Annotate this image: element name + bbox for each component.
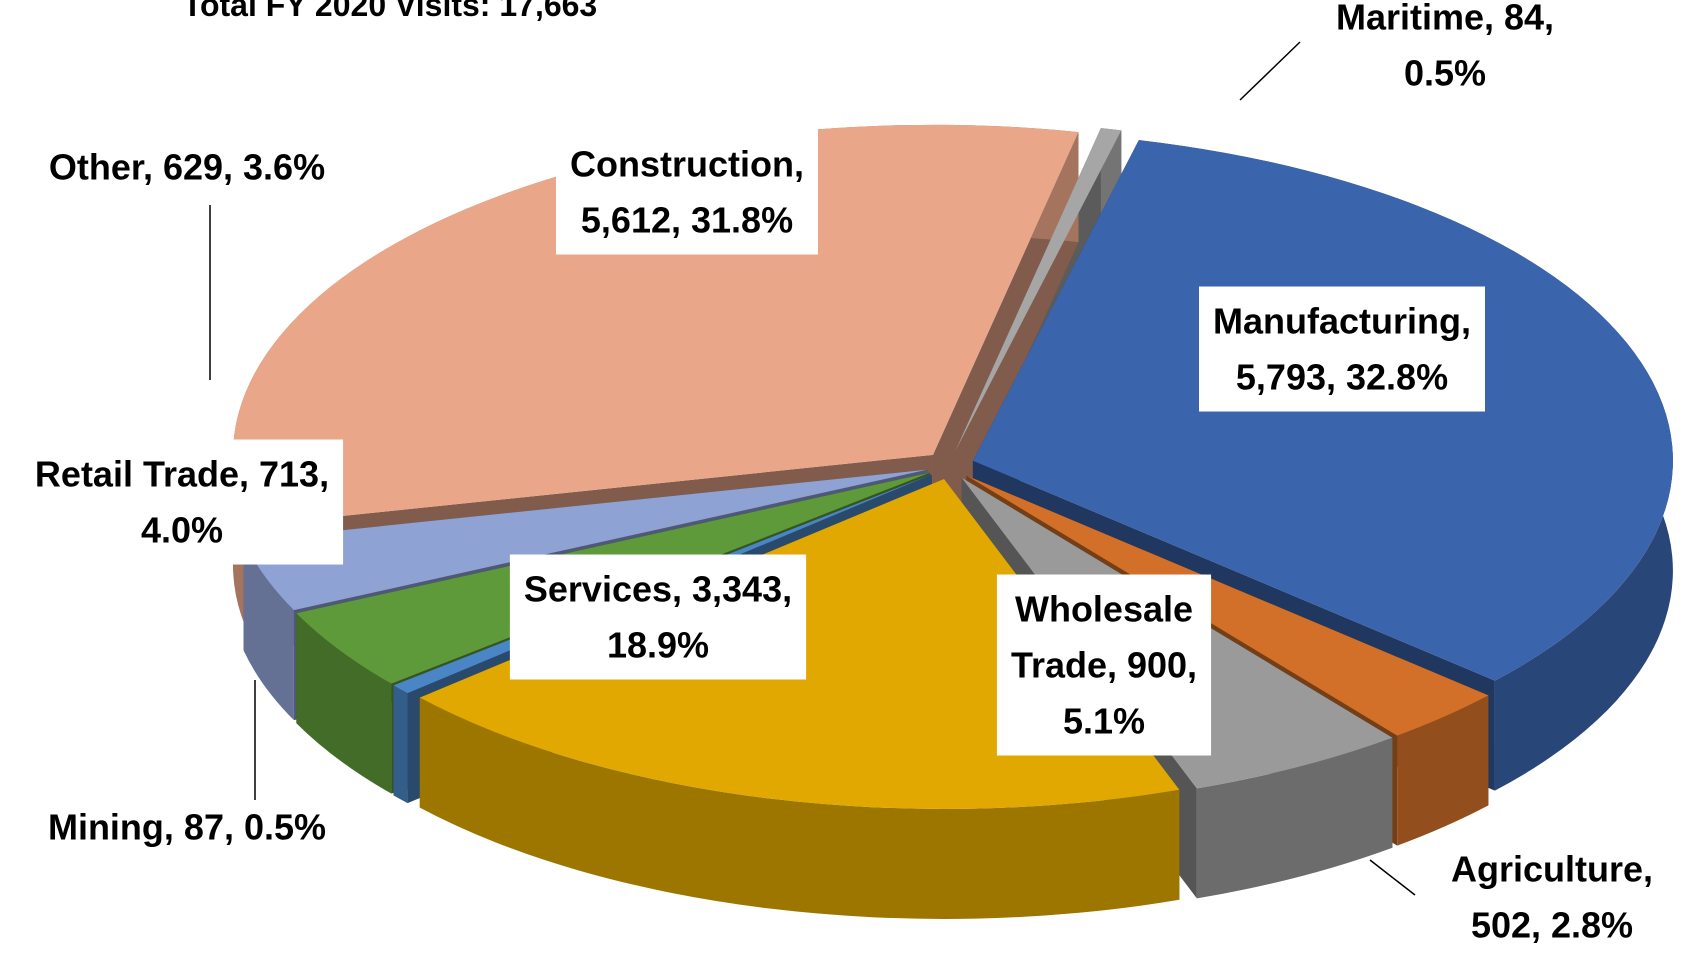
data-label-text: Mining, 87, 0.5% xyxy=(48,807,326,848)
data-label: Wholesale Trade, 900, 5.1% xyxy=(996,574,1212,756)
data-label-text: 5,793, 32.8% xyxy=(1236,357,1448,398)
pie-slice xyxy=(243,469,928,611)
pie-slice xyxy=(232,124,1079,526)
slice-wall xyxy=(419,697,1180,919)
slice-wall xyxy=(296,613,392,794)
data-label-text: Construction, xyxy=(570,144,804,185)
data-label: Retail Trade, 713, 4.0% xyxy=(20,439,344,565)
data-label-text: Trade, 900, xyxy=(1011,645,1197,686)
data-label-text: Other, 629, 3.6% xyxy=(49,147,325,188)
label-box xyxy=(1199,286,1485,412)
data-label: Other, 629, 3.6% xyxy=(49,147,325,380)
label-box xyxy=(20,439,344,565)
data-label: Agriculture, 502, 2.8% xyxy=(1369,849,1653,946)
data-label: Maritime, 84, 0.5% xyxy=(1239,0,1554,101)
leader-line xyxy=(1369,859,1416,896)
leader-line xyxy=(1239,41,1301,101)
data-label: Mining, 87, 0.5% xyxy=(48,680,326,848)
slice-wall xyxy=(243,540,294,721)
data-label-text: 502, 2.8% xyxy=(1471,905,1633,946)
slice-wall xyxy=(393,685,408,804)
slice-wall xyxy=(1397,695,1489,846)
data-label-text: Services, 3,343, xyxy=(524,569,792,610)
data-label-text: Retail Trade, 713, xyxy=(35,454,329,495)
data-label: Manufacturing, 5,793, 32.8% xyxy=(1199,286,1485,412)
label-box xyxy=(996,574,1212,756)
data-label-text: Agriculture, xyxy=(1451,849,1653,890)
data-label: Services, 3,343, 18.9% xyxy=(509,554,807,680)
data-label-text: 0.5% xyxy=(1404,53,1486,94)
data-label: Construction, 5,612, 31.8% xyxy=(556,129,818,255)
data-labels: Maritime, 84, 0.5% Manufacturing, 5,793, 32… xyxy=(20,0,1653,946)
label-box xyxy=(556,129,818,255)
pie-slice xyxy=(955,128,1122,451)
slice-wall xyxy=(1196,737,1393,899)
data-label-text: Wholesale xyxy=(1015,589,1193,630)
data-label-text: Maritime, 84, xyxy=(1336,0,1554,38)
label-box xyxy=(509,554,807,680)
pie-slice xyxy=(966,475,1489,736)
data-label-text: Manufacturing, xyxy=(1213,301,1471,342)
chart-title: Total FY 2020 Visits: 17,663 xyxy=(183,0,597,23)
data-label-text: 18.9% xyxy=(607,625,709,666)
data-label-text: 5,612, 31.8% xyxy=(581,200,793,241)
data-label-text: 4.0% xyxy=(141,510,223,551)
data-label-text: 5.1% xyxy=(1063,701,1145,742)
